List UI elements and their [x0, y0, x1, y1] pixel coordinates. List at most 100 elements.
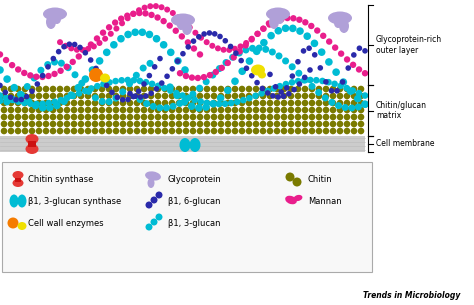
Circle shape [289, 63, 296, 70]
Circle shape [183, 73, 189, 79]
Circle shape [330, 100, 336, 106]
Ellipse shape [285, 196, 297, 204]
Circle shape [64, 128, 70, 134]
Circle shape [231, 77, 239, 85]
Circle shape [267, 121, 273, 127]
Circle shape [44, 61, 51, 68]
Circle shape [302, 76, 309, 83]
Circle shape [120, 107, 126, 113]
Circle shape [253, 121, 259, 127]
Circle shape [45, 64, 51, 70]
Circle shape [3, 95, 9, 101]
Circle shape [64, 86, 70, 92]
Circle shape [281, 100, 287, 106]
Circle shape [115, 95, 120, 100]
Circle shape [315, 89, 322, 96]
Circle shape [10, 96, 17, 103]
Circle shape [362, 70, 368, 77]
Circle shape [9, 97, 16, 103]
Circle shape [207, 72, 213, 78]
Circle shape [232, 46, 238, 52]
Circle shape [36, 128, 42, 134]
Circle shape [167, 87, 173, 94]
Circle shape [158, 4, 164, 10]
Circle shape [351, 114, 357, 120]
Circle shape [183, 96, 190, 103]
Circle shape [285, 173, 294, 181]
Circle shape [159, 80, 164, 86]
Circle shape [211, 107, 217, 113]
Circle shape [253, 128, 259, 134]
Circle shape [198, 98, 204, 105]
Circle shape [57, 39, 63, 45]
Circle shape [0, 97, 3, 104]
Circle shape [169, 128, 175, 134]
Circle shape [91, 128, 98, 134]
Circle shape [173, 27, 179, 34]
Circle shape [207, 30, 212, 36]
Circle shape [148, 90, 154, 96]
Circle shape [173, 90, 180, 96]
Circle shape [46, 73, 52, 79]
Circle shape [61, 44, 67, 49]
Circle shape [15, 86, 21, 92]
Circle shape [43, 128, 49, 134]
Ellipse shape [180, 138, 191, 152]
Circle shape [64, 114, 70, 120]
Circle shape [138, 94, 144, 100]
Circle shape [15, 128, 21, 134]
Circle shape [191, 97, 198, 103]
Circle shape [74, 47, 80, 53]
Circle shape [125, 97, 131, 102]
Circle shape [15, 114, 21, 120]
Circle shape [295, 70, 302, 77]
Circle shape [356, 66, 362, 73]
Ellipse shape [46, 15, 56, 29]
Circle shape [78, 114, 84, 120]
Circle shape [197, 100, 203, 106]
Circle shape [24, 94, 29, 99]
Ellipse shape [251, 64, 265, 76]
Ellipse shape [12, 179, 24, 187]
Circle shape [323, 79, 328, 85]
Circle shape [170, 10, 176, 16]
Circle shape [301, 121, 308, 127]
Circle shape [70, 93, 76, 99]
Circle shape [253, 48, 261, 55]
Circle shape [228, 100, 235, 106]
Ellipse shape [339, 19, 349, 33]
Circle shape [141, 81, 147, 87]
Circle shape [22, 93, 28, 99]
Circle shape [211, 121, 217, 127]
Circle shape [190, 91, 196, 98]
Circle shape [253, 114, 259, 120]
Circle shape [29, 114, 35, 120]
Circle shape [64, 95, 70, 102]
Circle shape [169, 86, 175, 92]
Circle shape [309, 93, 315, 99]
Circle shape [288, 121, 294, 127]
Ellipse shape [145, 171, 161, 181]
Circle shape [216, 101, 222, 107]
Circle shape [36, 100, 42, 106]
Circle shape [316, 86, 322, 92]
Circle shape [91, 100, 98, 106]
Circle shape [210, 72, 216, 79]
Circle shape [277, 11, 283, 17]
Circle shape [342, 104, 349, 111]
Circle shape [36, 114, 42, 120]
Circle shape [323, 107, 329, 113]
Circle shape [64, 100, 70, 106]
Circle shape [239, 107, 246, 113]
Circle shape [60, 98, 68, 105]
Circle shape [337, 114, 343, 120]
Circle shape [187, 24, 193, 31]
Circle shape [301, 107, 308, 113]
Circle shape [8, 121, 14, 127]
Circle shape [204, 121, 210, 127]
Circle shape [36, 121, 42, 127]
Circle shape [8, 107, 14, 113]
Circle shape [134, 93, 140, 99]
Circle shape [182, 93, 189, 99]
Circle shape [238, 58, 244, 63]
